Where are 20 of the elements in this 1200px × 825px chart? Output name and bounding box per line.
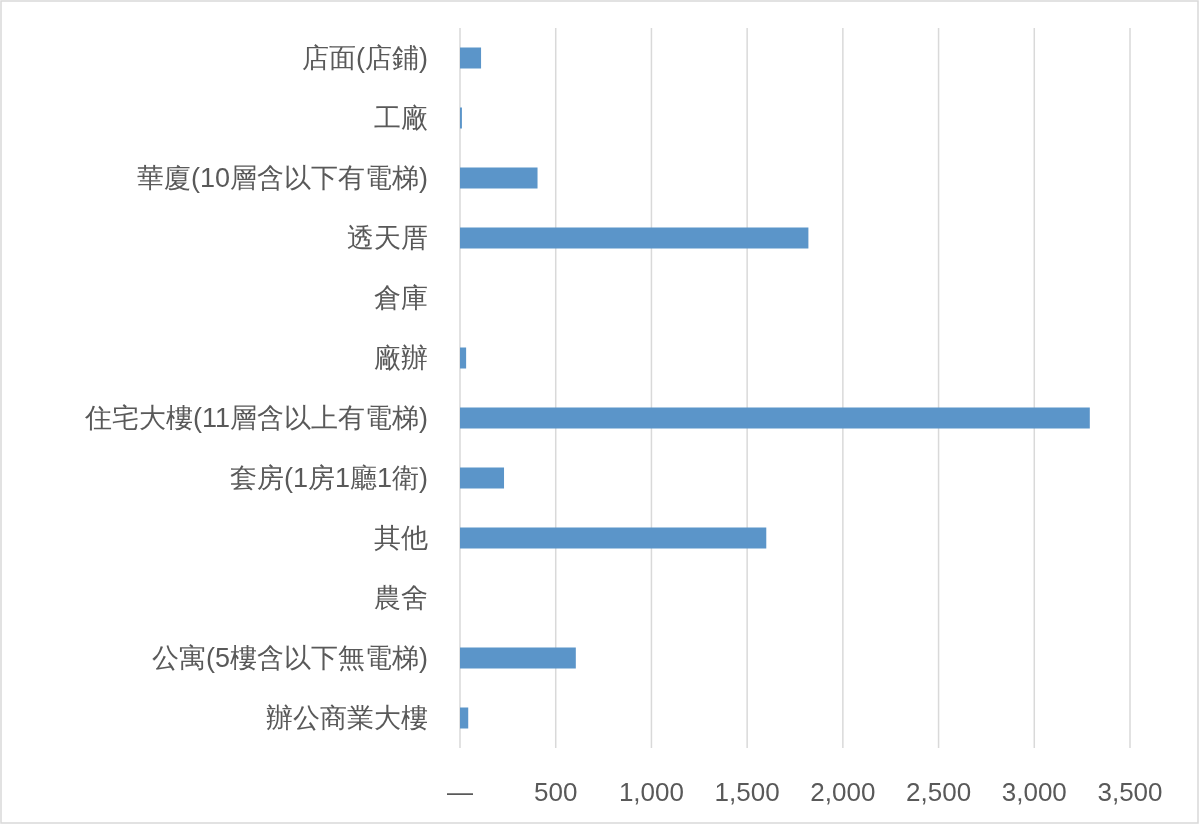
y-tick-label: 華廈(10層含以下有電梯) — [136, 163, 428, 193]
y-tick-label: 工廠 — [374, 103, 428, 133]
y-tick-label: 辦公商業大樓 — [266, 703, 428, 733]
x-tick-label: 3,500 — [1097, 777, 1163, 807]
x-tick-label: 1,000 — [618, 777, 684, 807]
y-tick-label: 農舍 — [374, 583, 428, 613]
y-tick-label: 公寓(5樓含以下無電梯) — [152, 643, 428, 673]
x-tick-label: 1,500 — [714, 777, 780, 807]
y-tick-label: 透天厝 — [347, 223, 428, 253]
y-tick-label: 店面(店鋪) — [302, 43, 428, 73]
x-tick-label: 2,500 — [906, 777, 972, 807]
y-tick-label: 倉庫 — [374, 283, 428, 313]
x-tick-label: — — [447, 777, 473, 807]
y-tick-label: 住宅大樓(11層含以上有電梯) — [83, 403, 428, 433]
x-tick-label: 3,000 — [1001, 777, 1067, 807]
y-tick-label: 套房(1房1廳1衛) — [229, 463, 428, 493]
x-tick-label: 2,000 — [810, 777, 876, 807]
y-tick-label: 其他 — [374, 523, 428, 553]
y-tick-label: 廠辦 — [374, 343, 428, 373]
x-tick-label: 500 — [534, 777, 578, 807]
